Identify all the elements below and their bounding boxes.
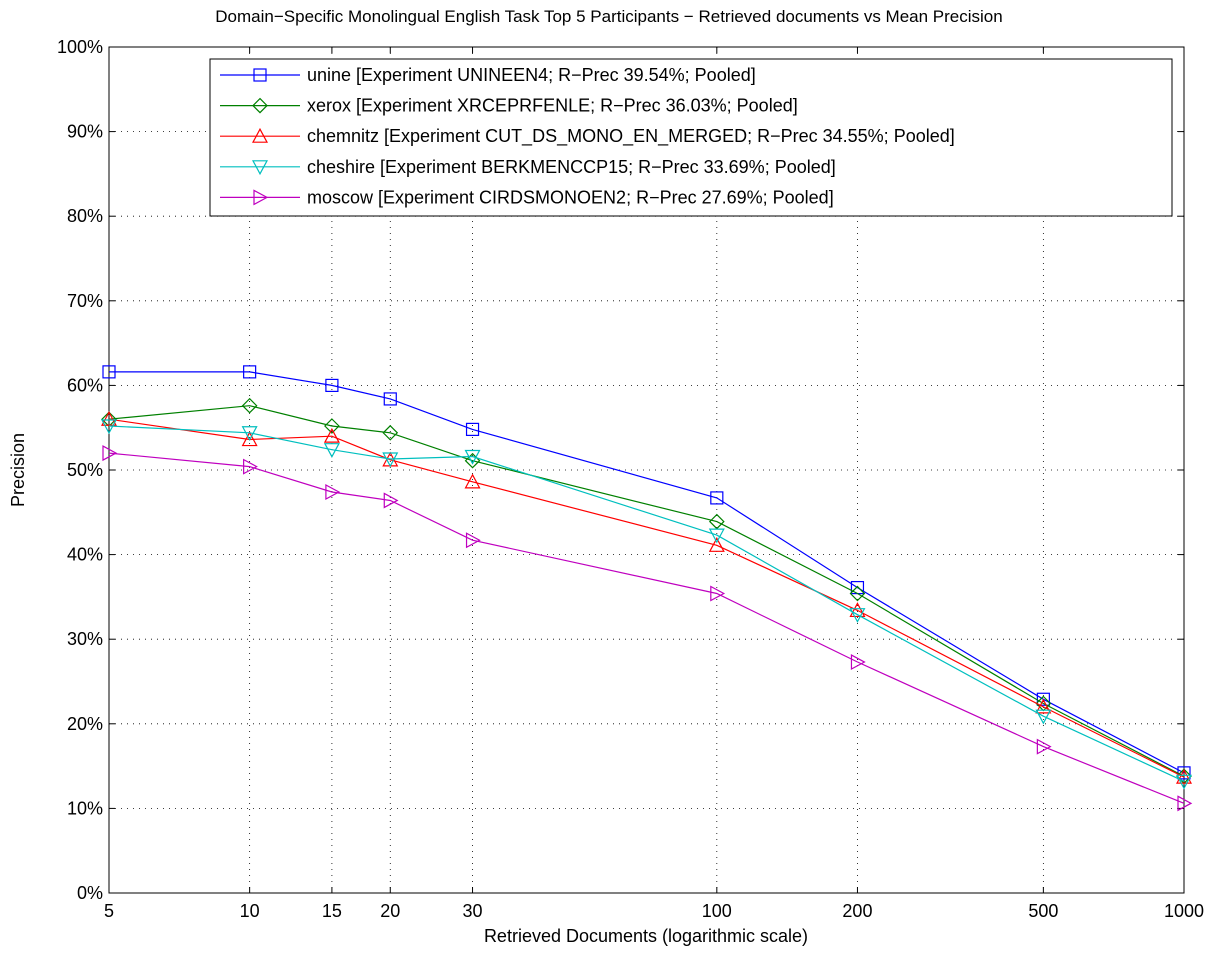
y-tick-label: 30%	[67, 629, 103, 649]
data-point-marker	[324, 418, 340, 434]
series-3	[100, 410, 1193, 784]
y-tick-label: 100%	[57, 37, 103, 57]
legend-item: chemnitz [Experiment CUT_DS_MONO_EN_MERG…	[220, 126, 955, 147]
data-point-marker	[849, 602, 866, 618]
x-tick-label: 10	[240, 901, 260, 921]
data-point-marker	[325, 483, 341, 501]
y-axis-label: Precision	[8, 433, 28, 507]
legend-box	[209, 58, 1173, 217]
data-point-marker	[252, 97, 268, 114]
data-point-marker	[708, 528, 725, 544]
chart-title: Domain−Specific Monolingual English Task…	[215, 7, 1002, 26]
legend-item: unine [Experiment UNINEEN4; R−Prec 39.54…	[220, 65, 756, 85]
legend-item: xerox [Experiment XRCEPRFENLE; R−Prec 36…	[220, 96, 798, 116]
data-point-marker	[241, 397, 258, 414]
x-tick-label: 20	[380, 901, 400, 921]
data-point-marker	[325, 378, 339, 392]
data-point-marker	[465, 422, 480, 436]
data-point-marker	[464, 449, 481, 465]
x-tick-label: 100	[702, 901, 732, 921]
legend-label: chemnitz [Experiment CUT_DS_MONO_EN_MERG…	[307, 126, 955, 147]
data-point-marker	[251, 127, 269, 143]
x-tick-label: 5	[104, 901, 114, 921]
x-tick-label: 500	[1028, 901, 1058, 921]
y-tick-label: 0%	[77, 883, 103, 903]
x-tick-label: 15	[322, 901, 342, 921]
data-point-marker	[243, 458, 258, 475]
data-point-marker	[100, 410, 118, 426]
data-point-marker	[241, 426, 258, 442]
series-line	[108, 452, 1185, 804]
legend-item: cheshire [Experiment BERKMENCCP15; R−Pre…	[220, 157, 836, 177]
y-tick-label: 20%	[67, 714, 103, 734]
data-point-marker	[710, 491, 724, 505]
y-tick-label: 60%	[67, 375, 103, 395]
data-point-marker	[849, 608, 866, 623]
data-point-marker	[383, 492, 399, 509]
y-tick-label: 50%	[67, 460, 103, 480]
data-point-marker	[243, 365, 257, 379]
y-tick-label: 80%	[67, 206, 103, 226]
data-point-marker	[383, 392, 397, 406]
data-point-marker	[102, 365, 116, 379]
data-point-marker	[464, 473, 481, 489]
data-point-marker	[1035, 709, 1052, 725]
data-point-marker	[708, 537, 725, 552]
series-1	[102, 365, 1191, 780]
data-point-marker	[1175, 768, 1193, 784]
x-tick-label: 200	[842, 901, 872, 921]
x-tick-label: 1000	[1164, 901, 1204, 921]
data-point-marker	[323, 427, 340, 443]
data-point-marker	[850, 654, 866, 671]
series-2	[101, 397, 1192, 785]
legend-label: moscow [Experiment CIRDSMONOEN2; R−Prec …	[307, 187, 834, 207]
data-point-marker	[1175, 774, 1193, 790]
data-point-marker	[102, 445, 118, 462]
data-point-marker	[1036, 738, 1052, 755]
series-line	[108, 405, 1185, 777]
series-5	[102, 445, 1193, 812]
series-line	[109, 371, 1185, 774]
legend-label: cheshire [Experiment BERKMENCCP15; R−Pre…	[307, 157, 836, 177]
legend-label: xerox [Experiment XRCEPRFENLE; R−Prec 36…	[307, 96, 798, 116]
data-point-marker	[253, 68, 267, 82]
y-tick-label: 70%	[67, 291, 103, 311]
data-point-marker	[100, 419, 118, 435]
data-point-marker	[710, 585, 726, 602]
axis-ticks: 0% 10% 20% 30% 40% 50% 60% 70% 80% 90% 100% 5 10 15 20…	[57, 37, 1204, 921]
legend: unine [Experiment UNINEEN4; R−Prec 39.54…	[209, 58, 1173, 217]
series-line	[108, 425, 1185, 782]
data-point-marker	[251, 160, 269, 176]
series-group	[100, 365, 1193, 812]
y-tick-label: 40%	[67, 545, 103, 565]
data-point-marker	[465, 532, 481, 549]
series-4	[100, 419, 1193, 790]
data-point-marker	[382, 424, 399, 441]
data-point-marker	[1035, 698, 1052, 714]
legend-item: moscow [Experiment CIRDSMONOEN2; R−Prec …	[220, 187, 834, 207]
data-point-marker	[253, 189, 269, 206]
legend-label: unine [Experiment UNINEEN4; R−Prec 39.54…	[307, 65, 756, 85]
data-point-marker	[382, 452, 399, 468]
data-point-marker	[241, 431, 258, 447]
y-tick-label: 90%	[67, 122, 103, 142]
data-point-marker	[1177, 795, 1193, 812]
data-point-marker	[849, 585, 866, 602]
data-point-marker	[323, 443, 340, 458]
y-tick-label: 10%	[67, 798, 103, 818]
x-tick-label: 30	[463, 901, 483, 921]
x-axis-label: Retrieved Documents (logarithmic scale)	[484, 926, 808, 946]
